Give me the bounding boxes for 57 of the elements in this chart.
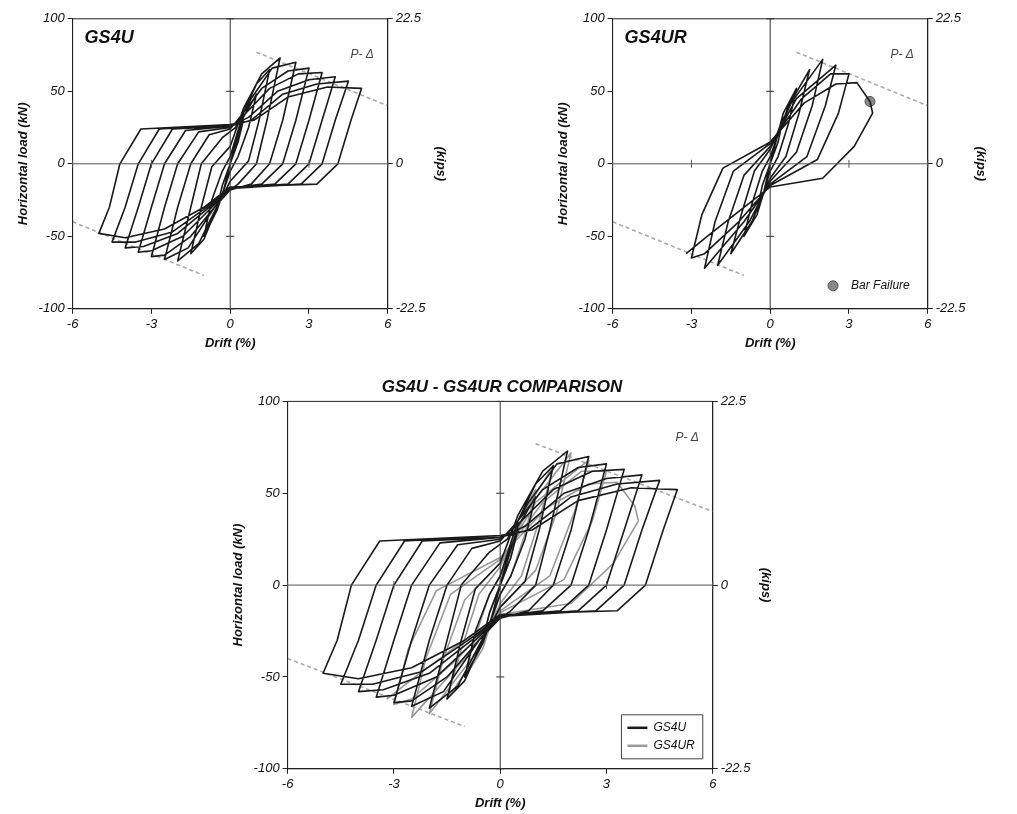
y-tick-label: -50: [260, 668, 281, 684]
y-tick-label: 50: [590, 82, 606, 98]
y-tick-label: -50: [45, 227, 66, 243]
y2-axis-title: (kips): [433, 146, 449, 182]
x-tick-label: 0: [226, 316, 235, 332]
y-tick-label: -100: [578, 300, 606, 316]
x-tick-label: -3: [145, 316, 158, 332]
y-tick-label: 0: [597, 155, 606, 171]
x-tick-label: 3: [602, 776, 611, 792]
y-tick-label: 100: [42, 10, 66, 26]
legend-label: GS4UR: [653, 738, 696, 753]
y-axis-title: Horizontal load (kN): [230, 523, 246, 647]
y-axis-title: Horizontal load (kN): [15, 102, 31, 226]
y-tick-label: 50: [265, 484, 281, 500]
annotation: P- Δ: [350, 47, 374, 62]
x-tick-label: -6: [606, 316, 620, 332]
x-axis-title: Drift (%): [474, 794, 526, 810]
y2-tick-label: 22.5: [934, 10, 962, 26]
y-tick-label: 100: [582, 10, 606, 26]
x-tick-label: -6: [281, 776, 295, 792]
y-tick-label: 50: [50, 82, 66, 98]
annotation: GS4UR: [624, 26, 687, 47]
y-tick-label: -100: [253, 760, 281, 776]
y-tick-label: 0: [57, 155, 66, 171]
y-tick-label: -50: [585, 227, 606, 243]
y-tick-label: 0: [272, 576, 281, 592]
y2-tick-label: -22.5: [720, 760, 752, 776]
x-tick-label: 6: [924, 316, 933, 332]
y2-tick-label: 0: [935, 155, 944, 171]
x-tick-label: 0: [766, 316, 775, 332]
x-tick-label: 6: [709, 776, 718, 792]
annotation: GS4U: [84, 26, 135, 47]
y2-axis-title: (kips): [973, 146, 989, 182]
chart-title: GS4U - GS4UR COMPARISON: [381, 376, 623, 396]
annotation: P- Δ: [675, 429, 699, 444]
annotation: P- Δ: [890, 47, 914, 62]
legend-label: Bar Failure: [851, 278, 911, 293]
legend-label: GS4U: [653, 720, 687, 735]
x-tick-label: 3: [845, 316, 854, 332]
x-tick-label: 3: [305, 316, 314, 332]
y2-tick-label: -22.5: [935, 300, 967, 316]
x-axis-title: Drift (%): [744, 334, 796, 350]
y-tick-label: -100: [38, 300, 66, 316]
x-tick-label: -3: [685, 316, 698, 332]
y-tick-label: 100: [257, 393, 281, 409]
y2-axis-title: (kips): [758, 567, 774, 603]
y2-tick-label: 22.5: [394, 10, 422, 26]
y2-tick-label: -22.5: [395, 300, 427, 316]
x-tick-label: -3: [388, 776, 401, 792]
x-tick-label: 6: [384, 316, 393, 332]
y2-tick-label: 0: [720, 576, 729, 592]
y2-tick-label: 0: [395, 155, 404, 171]
x-tick-label: 0: [496, 776, 505, 792]
y2-tick-label: 22.5: [719, 393, 747, 409]
y-axis-title: Horizontal load (kN): [555, 102, 571, 226]
x-tick-label: -6: [66, 316, 80, 332]
x-axis-title: Drift (%): [204, 334, 256, 350]
